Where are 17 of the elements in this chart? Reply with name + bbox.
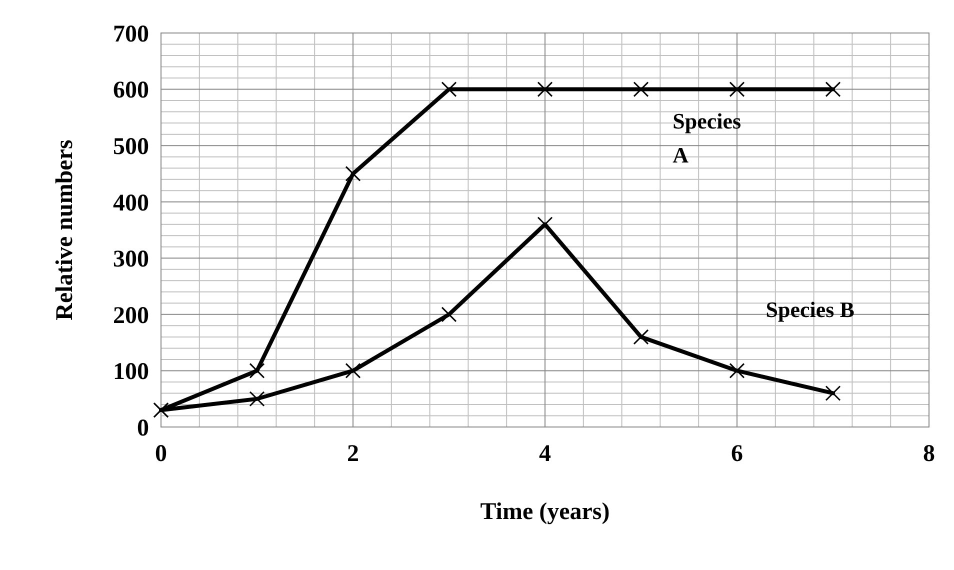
- series-label: Species A: [672, 108, 742, 168]
- x-axis-title: Time (years): [480, 499, 610, 525]
- x-tick-label: 2: [347, 441, 359, 467]
- y-tick-label: 100: [113, 359, 149, 386]
- y-tick-label: 700: [113, 21, 149, 48]
- text: Species B: [766, 297, 855, 322]
- x-tick-label: 4: [539, 441, 551, 467]
- y-axis-title: Relative numbers: [52, 140, 78, 320]
- y-tick-label: 500: [113, 134, 149, 160]
- y-tick-label: 0: [137, 415, 149, 442]
- y-tick-label: 200: [113, 302, 149, 329]
- y-tick-label: 400: [113, 190, 149, 216]
- y-tick-label: 600: [113, 78, 149, 104]
- x-tick-label: 8: [923, 441, 935, 467]
- x-tick-label: 0: [155, 441, 167, 467]
- y-tick-label: 300: [113, 246, 149, 273]
- x-tick-label: 6: [731, 441, 743, 467]
